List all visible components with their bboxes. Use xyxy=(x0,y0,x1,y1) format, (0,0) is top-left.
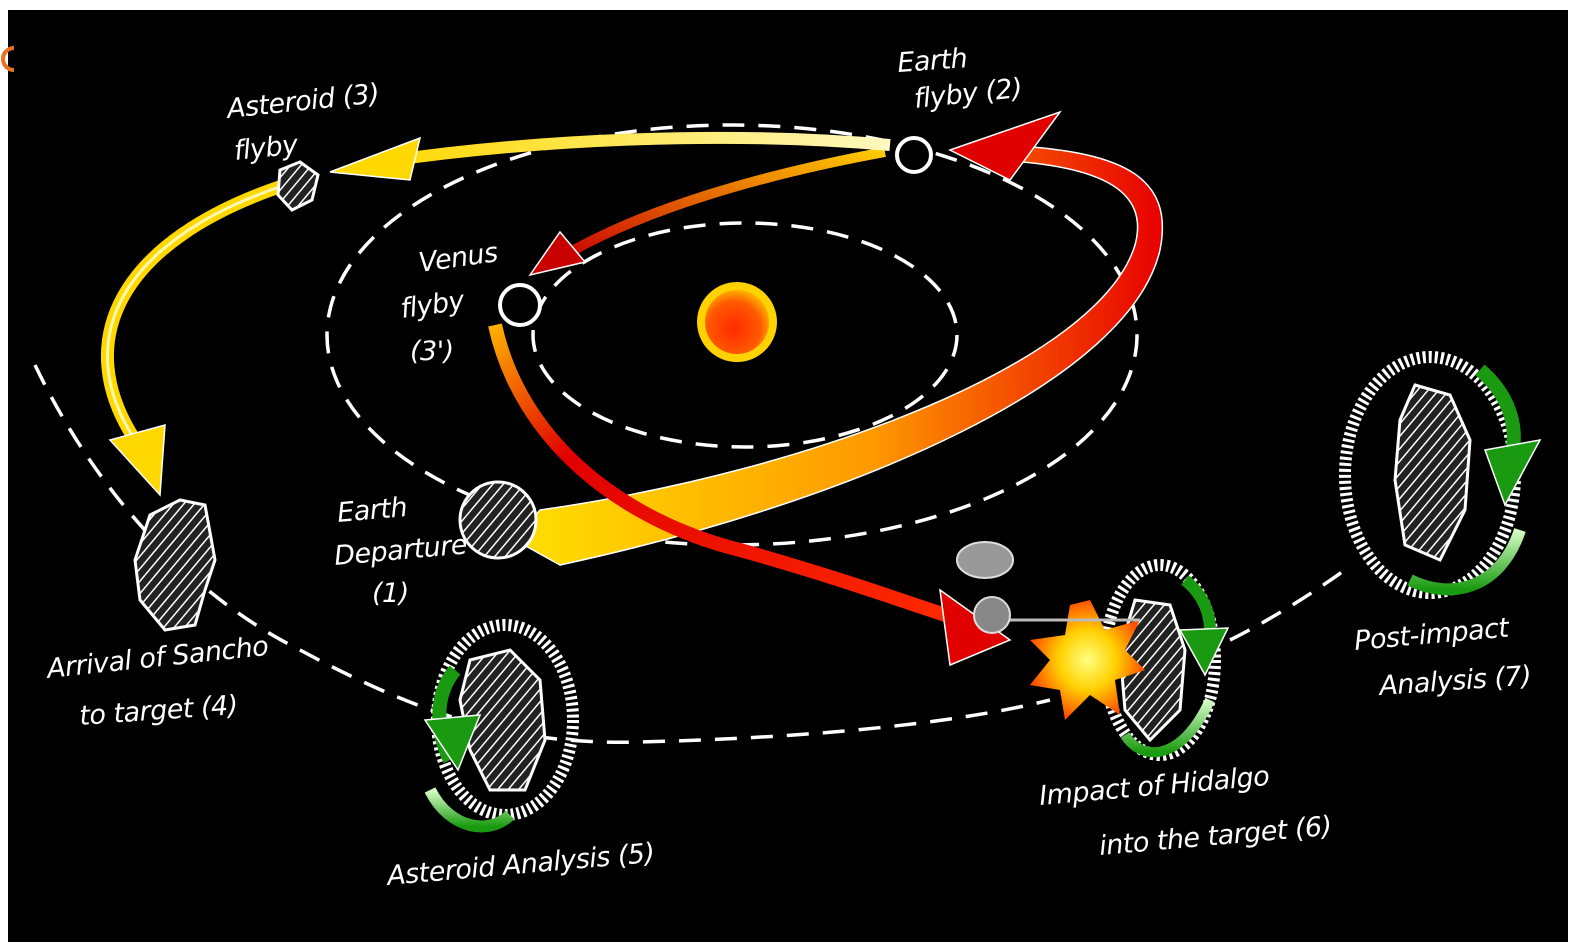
spacecraft xyxy=(957,542,1013,578)
diagram: Earth flyby (2) Asteroid (3) flyby Venus… xyxy=(0,0,1577,950)
venus-planet xyxy=(500,285,540,325)
label-line: Earth xyxy=(336,492,408,529)
label-line: (3') xyxy=(410,336,454,367)
earth-departure-planet xyxy=(460,482,536,558)
earth-flyby-planet xyxy=(897,138,931,172)
label-line: (1) xyxy=(372,578,409,609)
sun xyxy=(705,290,769,354)
spacecraft-body xyxy=(974,597,1010,633)
label-line: Earth xyxy=(896,43,968,79)
body: Earth flyby (2) Asteroid (3) flyby Venus… xyxy=(0,0,1577,950)
page: Mission sketch {"labels": [ {"lines": ["… xyxy=(0,0,1577,950)
